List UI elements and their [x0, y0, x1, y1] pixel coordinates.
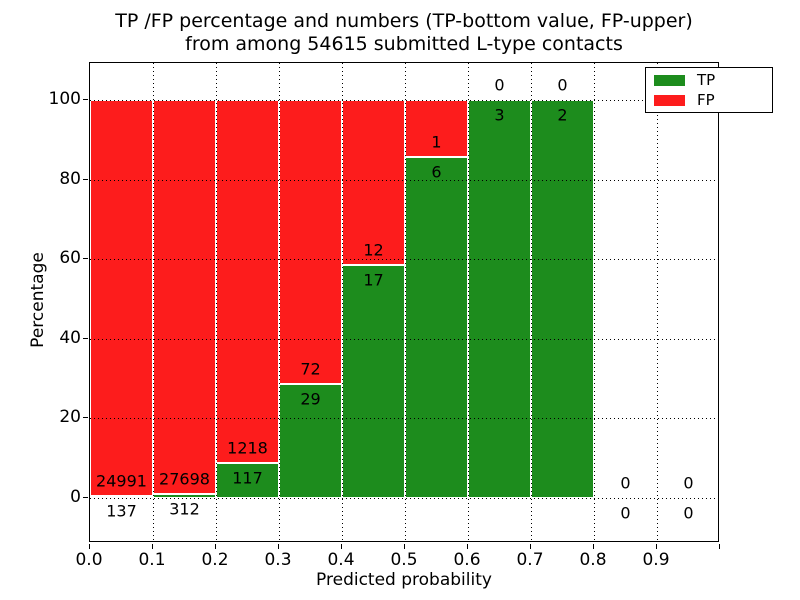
v-gridline	[405, 63, 406, 541]
bar-segment-tp	[405, 157, 468, 498]
y-tick-mark	[83, 99, 88, 101]
tp-count-label: 312	[169, 499, 200, 519]
fp-count-label: 24991	[96, 471, 147, 491]
x-tick-mark	[719, 543, 720, 549]
h-gridline	[90, 100, 718, 102]
x-tick-mark	[215, 543, 216, 549]
tp-count-label: 6	[431, 162, 442, 182]
bar-segment-tp	[531, 100, 594, 498]
tp-count-label: 17	[363, 270, 384, 290]
tp-count-label: 2	[557, 105, 568, 125]
v-gridline	[468, 63, 469, 541]
tp-count-label: 29	[300, 389, 321, 409]
plot-area: 24991 137 27698 312 1218 117 72 29 12 17 1 6 0 3 0 2 0 0 0…	[89, 62, 719, 542]
legend-label-tp: TP	[697, 71, 716, 89]
fp-count-label: 0	[494, 75, 505, 95]
fp-count-label: 0	[557, 75, 568, 95]
v-gridline	[531, 63, 532, 541]
fp-count-label: 1	[431, 132, 442, 152]
v-gridline	[342, 63, 343, 541]
x-tick-label: 0.7	[516, 550, 544, 570]
legend-item-fp: FP	[654, 92, 764, 108]
bar-segment-tp	[216, 463, 279, 498]
tp-count-label: 137	[106, 501, 137, 521]
y-tick-mark	[83, 497, 88, 498]
bar-segment-tp	[342, 264, 405, 498]
h-gridline	[90, 418, 718, 420]
x-tick-label: 0.9	[642, 550, 670, 570]
x-tick-mark	[404, 543, 405, 549]
bar-segment-tp	[279, 383, 342, 498]
y-tick-label: 100	[48, 89, 81, 110]
x-tick-label: 0.3	[264, 550, 292, 570]
tp-count-label: 0	[620, 503, 631, 523]
y-tick-mark	[83, 417, 88, 419]
fp-count-label: 72	[300, 359, 321, 379]
legend-swatch-fp-icon	[654, 94, 685, 106]
fp-count-label: 0	[683, 473, 694, 493]
chart-title-line1: TP /FP percentage and numbers (TP-bottom…	[115, 10, 693, 32]
v-gridline	[216, 63, 217, 541]
v-gridline	[594, 63, 595, 541]
h-gridline	[90, 498, 718, 499]
x-tick-label: 0.0	[75, 550, 103, 570]
bar-segment-fp	[279, 100, 342, 384]
chart-title: TP /FP percentage and numbers (TP-bottom…	[115, 10, 693, 56]
x-tick-mark	[341, 543, 342, 549]
legend: TP FP	[645, 67, 773, 113]
bar-segment-fp	[90, 100, 153, 496]
v-gridline	[279, 63, 280, 541]
v-gridline	[153, 63, 154, 541]
y-tick-label: 20	[59, 407, 81, 428]
bar-segment-fp	[153, 100, 216, 494]
fp-count-label: 0	[620, 473, 631, 493]
x-tick-label: 0.6	[453, 550, 481, 570]
bar-segment-fp	[342, 100, 405, 265]
tp-count-label: 117	[232, 468, 263, 488]
y-tick-label: 80	[59, 168, 81, 189]
v-gridline	[657, 63, 658, 541]
y-tick-label: 60	[59, 248, 81, 269]
x-tick-mark	[656, 543, 657, 549]
chart-title-line2: from among 54615 submitted L-type contac…	[185, 33, 623, 55]
x-tick-mark	[278, 543, 279, 549]
y-tick-mark	[83, 178, 88, 180]
x-tick-label: 0.8	[579, 550, 607, 570]
x-tick-label: 0.5	[390, 550, 418, 570]
x-tick-label: 0.1	[138, 550, 166, 570]
h-gridline	[90, 338, 718, 340]
y-tick-mark	[83, 258, 88, 260]
x-tick-mark	[593, 543, 594, 549]
y-tick-mark	[83, 337, 88, 339]
y-tick-label: 0	[70, 487, 81, 507]
h-gridline	[90, 259, 718, 261]
h-gridline	[90, 179, 718, 181]
x-axis-label: Predicted probability	[316, 570, 492, 590]
x-tick-mark	[467, 543, 468, 549]
y-tick-label: 40	[59, 327, 81, 348]
legend-swatch-tp-icon	[654, 74, 685, 86]
bar-segment-fp	[405, 100, 468, 158]
x-tick-mark	[530, 543, 531, 549]
fp-count-label: 27698	[159, 469, 210, 489]
x-tick-label: 0.2	[201, 550, 229, 570]
fp-count-label: 12	[363, 240, 384, 260]
bar-segment-fp	[216, 100, 279, 464]
tp-count-label: 0	[683, 503, 694, 523]
fp-count-label: 1218	[227, 438, 268, 458]
legend-item-tp: TP	[654, 72, 764, 88]
legend-label-fp: FP	[697, 91, 715, 109]
bar-segment-tp	[90, 495, 153, 498]
x-tick-mark	[152, 543, 153, 549]
x-tick-label: 0.4	[327, 550, 355, 570]
bar-segment-tp	[468, 100, 531, 498]
tp-count-label: 3	[494, 105, 505, 125]
x-tick-mark	[89, 543, 90, 549]
